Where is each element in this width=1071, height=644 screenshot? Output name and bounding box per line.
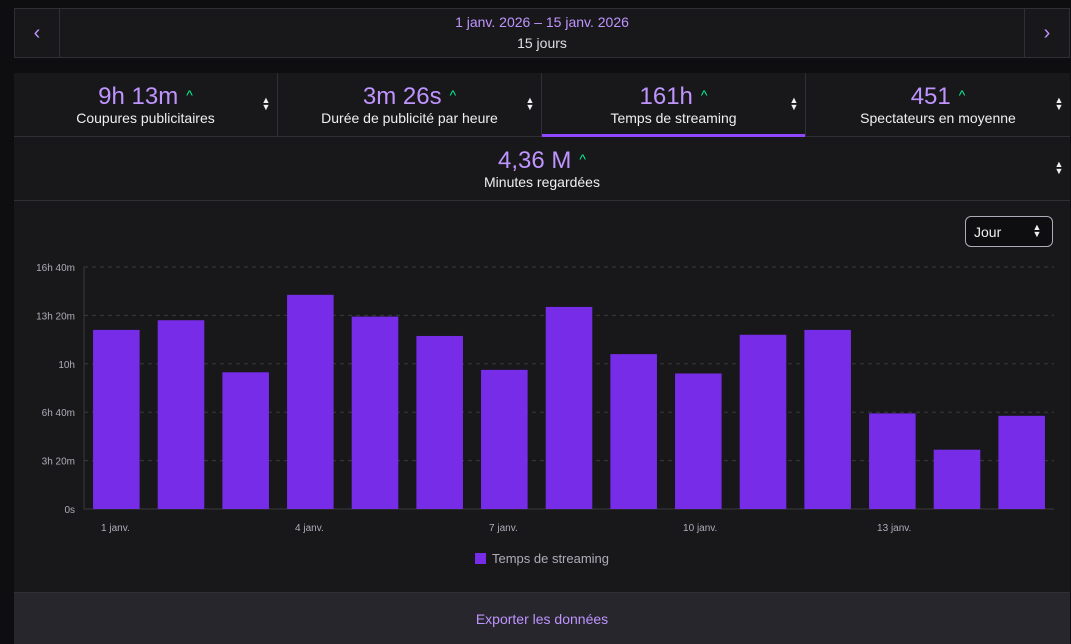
y-tick-label: 6h 40m	[42, 408, 75, 419]
sort-icon[interactable]: ▲ ▼	[1054, 159, 1064, 177]
x-tick-label: 13 janv.	[877, 523, 911, 534]
bar	[545, 306, 593, 509]
stream-summary-panel: 9h 13m ^ Coupures publicitaires ▲ ▼ 3m 26s…	[14, 73, 1070, 644]
stat-tab-minutes-watched[interactable]: 4,36 M ^ Minutes regardées ▲ ▼	[14, 137, 1070, 201]
chevron-left-icon: ‹	[33, 21, 41, 44]
sort-down-glyph: ▼	[1054, 102, 1064, 112]
stat-value: 3m 26s	[362, 83, 442, 110]
sort-icon[interactable]: ▲ ▼	[789, 95, 799, 113]
bar	[416, 335, 463, 509]
chart-legend: Temps de streaming	[14, 551, 1070, 566]
y-tick-label: 16h 40m	[36, 263, 75, 274]
y-tick-label: 3h 20m	[42, 457, 75, 468]
stat-label: Minutes regardées	[484, 174, 600, 190]
stat-value: 4,36 M	[498, 147, 572, 174]
trend-up-icon: ^	[700, 87, 708, 103]
y-tick-label: 10h	[58, 360, 75, 371]
sort-icon[interactable]: ▲ ▼	[261, 95, 271, 113]
next-period-button[interactable]: ›	[1024, 9, 1069, 57]
trend-up-icon: ^	[186, 87, 193, 103]
y-tick-label: 13h 20m	[36, 311, 75, 322]
export-data-button[interactable]: Exporter les données	[14, 592, 1070, 644]
bar	[610, 354, 657, 509]
stat-label: Spectateurs en moyenne	[860, 110, 1016, 126]
stat-tab-average-viewers[interactable]: 451 ^ Spectateurs en moyenne ▲ ▼	[806, 73, 1070, 136]
streaming-time-bar-chart: 0s 3h 20m 6h 40m 10h 13h 20m 16h 40m 1 janv. 4 …	[36, 263, 1054, 534]
stat-value-wrap: 4,36 M ^	[14, 145, 1070, 175]
bar	[157, 320, 205, 509]
interval-select[interactable]: Jour ▲ ▼	[965, 216, 1053, 247]
stat-value-wrap: 161h ^	[542, 81, 805, 111]
bar	[869, 413, 916, 509]
legend-label: Temps de streaming	[491, 551, 610, 566]
stat-tab-streaming-time[interactable]: 161h ^ Temps de streaming ▲ ▼	[542, 73, 806, 137]
trend-up-icon: ^	[579, 151, 586, 167]
sort-icon[interactable]: ▲ ▼	[1054, 95, 1064, 113]
legend-swatch	[474, 553, 486, 564]
stat-value-wrap: 451 ^	[806, 81, 1070, 111]
stats-row: 9h 13m ^ Coupures publicitaires ▲ ▼ 3m 26s…	[14, 73, 1070, 137]
stat-tab-ad-duration-per-hour[interactable]: 3m 26s ^ Durée de publicité par heure ▲ ▼	[278, 73, 542, 136]
sort-down-glyph: ▼	[1054, 166, 1064, 176]
interval-select-value: Jour	[974, 224, 1002, 240]
sort-down-glyph: ▼	[789, 102, 799, 112]
y-tick-label: 0s	[64, 505, 75, 516]
chevron-up-down-icon: ▲ ▼	[1032, 222, 1042, 240]
x-tick-label: 7 janv.	[489, 523, 518, 534]
chevron-right-icon: ›	[1043, 21, 1051, 44]
stat-tab-ad-breaks[interactable]: 9h 13m ^ Coupures publicitaires ▲ ▼	[14, 73, 278, 136]
x-tick-label: 1 janv.	[101, 523, 130, 534]
bar	[481, 369, 528, 509]
x-tick-label: 10 janv.	[683, 523, 717, 534]
bar	[998, 415, 1045, 509]
x-tick-label: 4 janv.	[295, 523, 324, 534]
stat-value: 9h 13m	[98, 83, 179, 110]
stat-value: 161h	[639, 83, 693, 110]
trend-up-icon: ^	[449, 87, 457, 103]
date-range-days: 15 jours	[517, 35, 567, 51]
date-range-navigator: ‹ 1 janv. 2026 – 15 janv. 2026 15 jours …	[14, 8, 1070, 58]
bar	[804, 329, 851, 509]
bar	[222, 372, 269, 509]
sort-down-glyph: ▼	[261, 102, 271, 112]
sort-up-glyph: ▲	[789, 95, 799, 105]
stat-value-wrap: 3m 26s ^	[278, 81, 541, 111]
bar	[93, 329, 140, 509]
stat-label: Temps de streaming	[610, 110, 737, 126]
sort-down-glyph: ▼	[525, 102, 535, 112]
sort-up-glyph: ▲	[1054, 159, 1064, 169]
bar	[739, 334, 787, 509]
date-range-label[interactable]: 1 janv. 2026 – 15 janv. 2026	[455, 14, 629, 30]
previous-period-button[interactable]: ‹	[15, 9, 60, 57]
sort-icon[interactable]: ▲ ▼	[525, 95, 535, 113]
bar	[287, 294, 334, 509]
sort-down-glyph: ▼	[1032, 229, 1042, 239]
bar	[351, 316, 399, 509]
stat-value-wrap: 9h 13m ^	[14, 81, 277, 111]
stat-value: 451	[910, 83, 951, 110]
sort-up-glyph: ▲	[525, 95, 535, 105]
bar	[675, 373, 722, 509]
sort-up-glyph: ▲	[1032, 222, 1042, 232]
sort-up-glyph: ▲	[261, 95, 271, 105]
stat-label: Coupures publicitaires	[76, 110, 215, 126]
bar	[933, 449, 981, 509]
trend-up-icon: ^	[958, 87, 966, 103]
stat-label: Durée de publicité par heure	[321, 110, 498, 126]
sort-up-glyph: ▲	[1054, 95, 1064, 105]
